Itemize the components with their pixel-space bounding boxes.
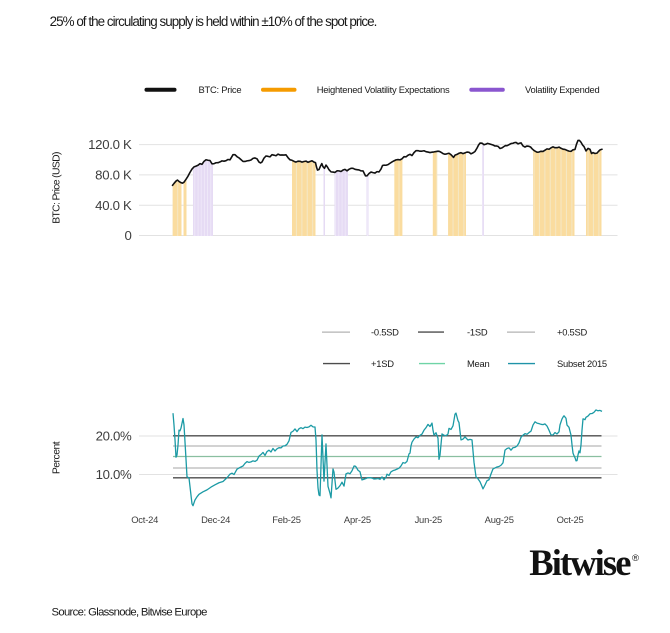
svg-text:BTC: Price (USD): BTC: Price (USD) [52, 152, 63, 224]
svg-text:Heightened Volatility Expectat: Heightened Volatility Expectations [317, 84, 450, 95]
svg-text:BTC: Price: BTC: Price [199, 84, 242, 95]
svg-text:Jun-25: Jun-25 [415, 514, 442, 525]
svg-text:Bitwise: Bitwise [529, 542, 631, 583]
svg-text:Aug-25: Aug-25 [485, 514, 514, 525]
svg-text:Oct-25: Oct-25 [557, 514, 584, 525]
svg-text:120.0 K: 120.0 K [88, 137, 132, 152]
svg-text:+0.5SD: +0.5SD [557, 326, 588, 337]
svg-text:25% of the circulating supply: 25% of the circulating supply is held wi… [50, 14, 377, 29]
svg-text:20.0%: 20.0% [96, 429, 132, 444]
svg-text:Dec-24: Dec-24 [201, 514, 230, 525]
svg-text:40.0 K: 40.0 K [95, 198, 132, 213]
svg-text:-0.5SD: -0.5SD [371, 326, 399, 337]
svg-text:Percent: Percent [52, 441, 63, 474]
svg-text:80.0 K: 80.0 K [95, 168, 132, 183]
svg-text:Volatility Expended: Volatility Expended [525, 84, 600, 95]
svg-text:Feb-25: Feb-25 [272, 514, 301, 525]
svg-text:Mean: Mean [467, 358, 489, 369]
svg-text:®: ® [632, 553, 639, 564]
svg-text:Subset 2015: Subset 2015 [557, 358, 607, 369]
svg-text:+1SD: +1SD [371, 358, 394, 369]
svg-text:Oct-24: Oct-24 [131, 514, 158, 525]
svg-text:-1SD: -1SD [467, 326, 488, 337]
svg-text:0: 0 [124, 228, 131, 243]
svg-text:Apr-25: Apr-25 [344, 514, 371, 525]
svg-text:10.0%: 10.0% [96, 467, 132, 482]
svg-text:Source: Glassnode, Bitwise Eur: Source: Glassnode, Bitwise Europe [52, 607, 208, 619]
